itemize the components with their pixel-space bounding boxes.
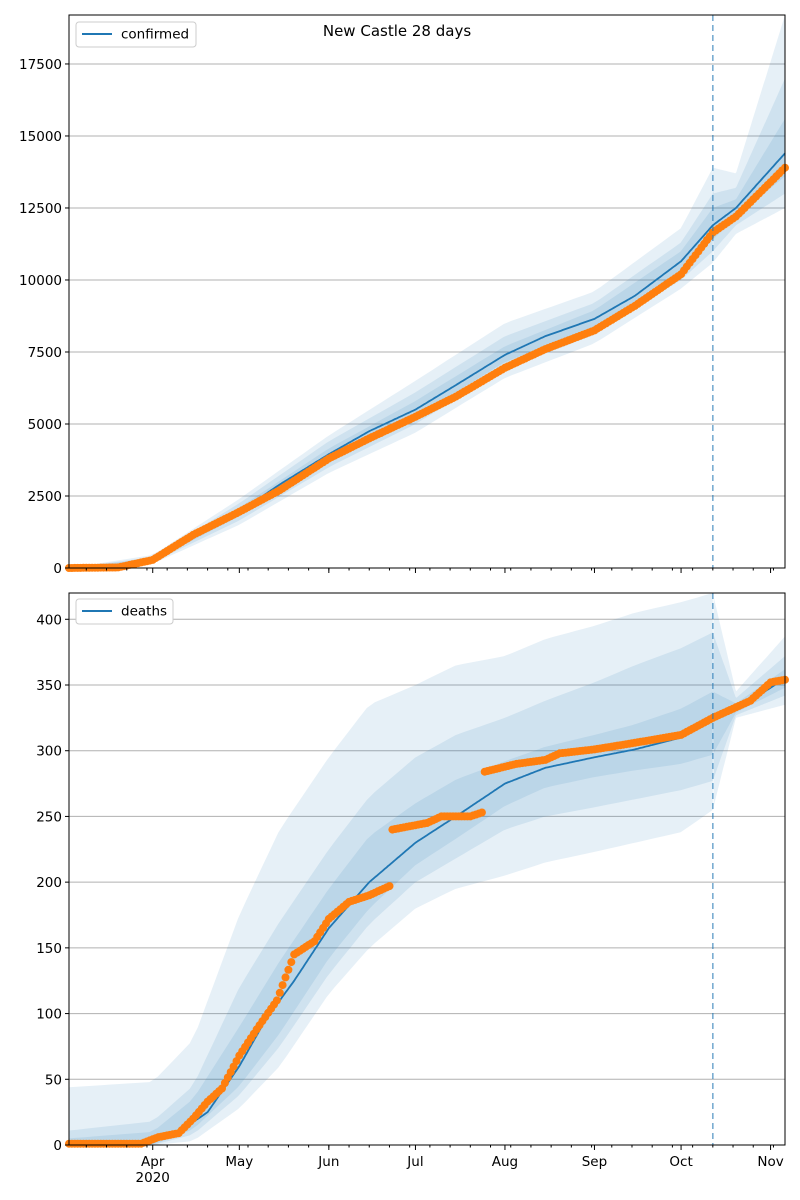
confidence-band xyxy=(712,78,785,251)
x-tick-label: Nov xyxy=(757,1154,783,1170)
y-tick-label: 200 xyxy=(36,875,62,891)
grid-confirmed xyxy=(69,63,785,497)
frame-confirmed xyxy=(68,14,786,569)
y-tick-label: 10000 xyxy=(19,273,62,289)
x-axis-confirmed xyxy=(85,568,774,573)
y-tick-label: 5000 xyxy=(28,417,62,433)
observed-point xyxy=(284,965,293,974)
y-tick-label: 300 xyxy=(36,744,62,760)
x-tick-label: Apr xyxy=(141,1154,165,1170)
observed-point xyxy=(287,958,296,967)
y-tick-label: 100 xyxy=(36,1007,62,1023)
plot-area-confirmed xyxy=(69,15,785,568)
legend-label-confirmed: confirmed xyxy=(121,27,189,43)
observed-point xyxy=(275,988,284,997)
bands-confirmed xyxy=(69,15,785,568)
x-tick-label: Oct xyxy=(669,1154,692,1170)
y-tick-label: 350 xyxy=(36,678,62,694)
legend-deaths: deaths xyxy=(75,598,174,625)
observed-point xyxy=(278,981,287,990)
confidence-band xyxy=(712,118,785,239)
y-tick-label: 17500 xyxy=(19,57,62,73)
points-confirmed xyxy=(65,163,789,572)
frame-deaths xyxy=(68,592,786,1146)
observed-point xyxy=(477,808,486,817)
observed-point xyxy=(385,882,394,891)
y-tick-label: 400 xyxy=(36,612,62,628)
confidence-band xyxy=(712,15,785,262)
confidence-band xyxy=(712,635,785,779)
y-tick-label: 50 xyxy=(45,1072,62,1088)
confidence-band xyxy=(69,593,713,1145)
y-tick-label: 7500 xyxy=(28,345,62,361)
legend-box xyxy=(75,598,174,625)
y-axis-confirmed: 0 2500 5000 7500 10000 12500 15000 17500 xyxy=(19,57,69,577)
x-tick-sublabel: 2020 xyxy=(136,1170,170,1186)
points-deaths xyxy=(65,675,789,1148)
legend-label-deaths: deaths xyxy=(121,604,167,620)
observed-point xyxy=(281,973,290,982)
y-tick-label: 0 xyxy=(53,561,62,577)
y-tick-label: 150 xyxy=(36,941,62,957)
x-tick-label: Sep xyxy=(582,1154,607,1170)
y-axis-deaths: 0 50 100 150 200 250 300 350 400 xyxy=(36,612,69,1154)
y-tick-label: 0 xyxy=(53,1138,62,1154)
x-tick-label: Jul xyxy=(406,1154,423,1170)
y-tick-label: 2500 xyxy=(28,489,62,505)
chart-title: New Castle 28 days xyxy=(323,22,471,40)
legend-confirmed: confirmed xyxy=(75,21,197,48)
x-tick-label: May xyxy=(225,1154,253,1170)
observed-point xyxy=(272,996,281,1005)
x-tick-label: Jun xyxy=(317,1154,339,1170)
y-tick-label: 12500 xyxy=(19,201,62,217)
x-tick-label: Aug xyxy=(492,1154,518,1170)
confirmed-panel: 0 2500 5000 7500 10000 12500 15000 17500 confir… xyxy=(19,14,789,577)
legend-box xyxy=(75,21,197,48)
grid-deaths xyxy=(69,618,785,1080)
y-tick-label: 250 xyxy=(36,809,62,825)
y-tick-label: 15000 xyxy=(19,129,62,145)
